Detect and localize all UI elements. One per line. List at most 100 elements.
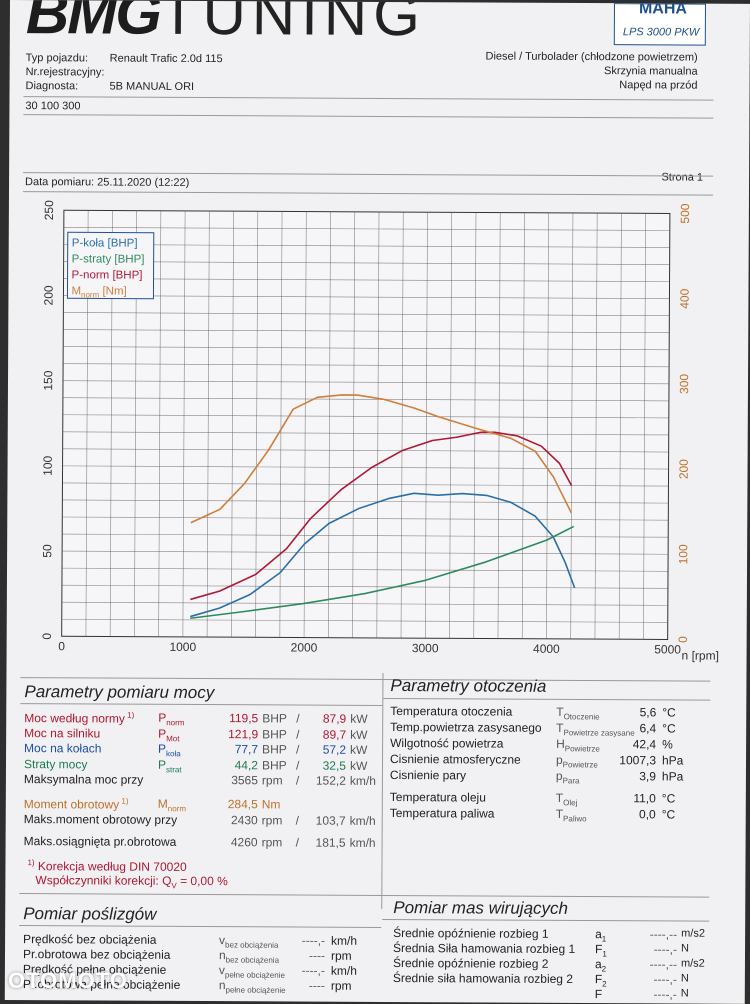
mass-row-symbol-sub: 2 [602,980,607,989]
left-axis-tick-label: 250 [42,200,56,220]
mass-row-value: ----,- [637,972,677,986]
ambient-row-symbol-main: H [556,737,565,751]
ambient-row-unit: hPa [662,753,683,767]
max-torque-at-sep: / [296,814,299,828]
right-axis-tick-label: 100 [676,544,690,564]
ambient-row-unit: °C [662,705,676,719]
x-axis-tick-label: 3000 [412,641,439,655]
mass-row-unit: N [681,943,689,955]
max-rpm-value2: 181,5 [304,836,346,850]
correction-coefficients: Współczynniki korekcji: QV = 0,00 % [35,873,228,890]
mass-row-label: Średnie opóźnienie rozbieg 2 [393,956,549,971]
ambient-title-underline [383,698,710,701]
slip-row-unit: rpm [331,949,352,963]
maha-model: LPS 3000 PKW [623,26,699,38]
slip-row-value: ----,- [295,964,325,978]
mass-row-symbol: F2 [595,972,607,988]
x-axis-tick-label: 1000 [169,640,196,654]
power-row-value2: 57,2 [304,743,346,757]
gearbox-type: Skrzynia manualna [604,65,698,77]
mass-row-unit: m/s2 [681,928,705,940]
ambient-row-symbol-sub: Paliwo [563,814,587,823]
power-row-label-text: Straty mocy [24,757,87,771]
power-row-symbol-main: P [158,742,166,756]
max-rpm-sep: / [296,836,299,850]
dyno-report-paper: BMGTUNING MAHA LPS 3000 PKW Typ pojazdu:… [5,0,750,1004]
tables-vertical-divider [381,673,383,909]
slip-row-unit: rpm [331,979,352,993]
torque-sup: 1) [119,797,128,806]
right-axis-tick-label: 300 [677,374,691,394]
correction-coef-value: = 0,00 % [180,874,228,888]
left-axis-tick-label: 0 [40,633,54,640]
power-row-value1: 44,2 [202,758,258,772]
power-row-symbol: PMot [158,726,179,743]
power-row-sep: / [296,758,299,772]
left-axis-tick-label: 200 [42,285,56,305]
mass-row-value: ----,-- [637,927,677,941]
torque-label: Moment obrotowy 1) [24,796,129,812]
page-number: Strona 1 [661,171,703,183]
power-row-unit2: kW [350,712,367,726]
vehicle-type-value: Renault Trafic 2.0d 115 [110,53,223,66]
power-title-underline [20,703,382,706]
mass-row-symbol-main: F [595,987,602,1001]
mass-row-symbol: F [595,987,602,1003]
x-axis-tick-label: 2000 [291,640,318,654]
x-axis-tick-label: 5000 [654,642,681,656]
ambient-row-value: 6,4 [606,721,656,735]
maha-badge: MAHA LPS 3000 PKW [614,3,706,45]
power-row-label: Maksymalna moc przy [24,772,143,787]
correction-coef-sub: V [171,881,176,890]
ambient-row-unit: °C [662,791,676,805]
mass-row-unit: m/s2 [681,958,705,970]
masses-section-title: Pomiar mas wirujących [393,898,568,919]
power-row-value1: 121,9 [202,727,258,741]
max-torque-at-value1: 2430 [202,813,258,827]
engine-type: Diesel / Turbolader (chłodzone powietrze… [486,50,698,63]
torque-label-text: Moment obrotowy [24,797,119,811]
ambient-row-unit: °C [662,721,676,735]
registration-label: Nr.rejestracyjny: [26,66,105,78]
power-row-symbol-main: P [158,726,166,740]
ambient-row-value: 3,9 [606,769,656,783]
ambient-row-value: 5,6 [606,705,656,719]
max-torque-at-label: Maks.moment obrotowy przy [24,812,177,827]
right-axis-tick-label: 500 [678,203,692,223]
legend-entry: P-norm [BHP] [72,269,143,281]
ambient-row-unit: hPa [662,769,683,783]
max-torque-at-value2: 103,7 [304,814,346,828]
max-rpm-unit2: km/h [350,836,376,850]
mass-row-symbol: a1 [595,927,606,943]
power-row-sep: / [296,727,299,741]
left-axis-tick-label: 150 [41,370,55,390]
slip-row-value: ---- [295,979,325,993]
power-row-unit2: kW [350,743,367,757]
slip-row-unit: km/h [331,934,357,948]
header-divider [23,96,713,101]
mass-row-label: Średnie opóźnienie rozbieg 1 [393,926,549,941]
correction-note-sup: 1) [27,858,34,867]
power-row-unit2: kW [350,727,367,741]
power-row-symbol-main: P [158,711,166,725]
power-row-label-text: Moc na silniku [24,726,100,740]
power-row-value1: 77,7 [202,742,258,756]
ambient-row-symbol: pPara [556,769,580,786]
power-row-sep: / [296,712,299,726]
power-row-value2: 152,2 [304,774,346,788]
mass-row-value: ----,- [637,942,677,956]
mass-row-symbol: a2 [595,957,606,973]
slip-row-value: ---- [295,949,325,963]
max-rpm-label: Maks.osiągnięta pr.obrotowa [24,834,177,849]
torque-value: 284,5 [202,797,258,811]
vehicle-code: 30 100 300 [25,100,80,112]
x-axis-tick-label: 0 [58,639,65,653]
slip-row-label: Prędkość bez obciążenia [23,932,156,947]
power-section-title: Parametry pomiaru mocy [24,682,214,703]
logo-thin-text: TUNING [160,0,426,48]
max-rpm-unit1: rpm [262,835,283,849]
